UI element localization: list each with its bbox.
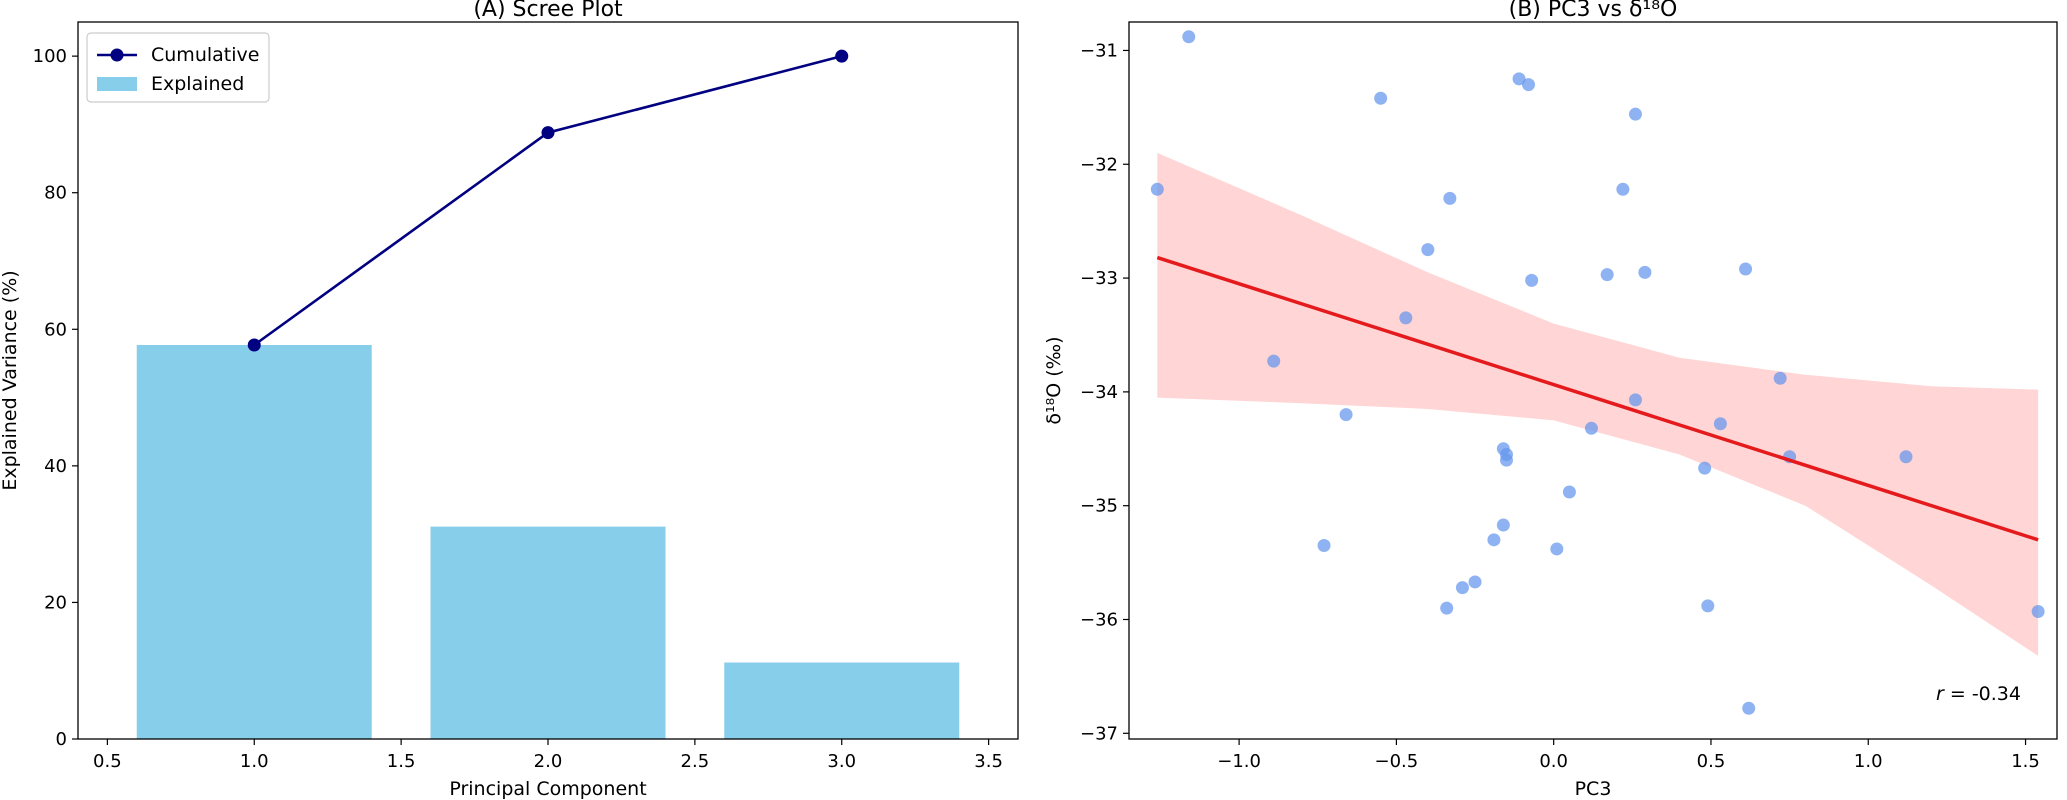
scree-plot-panel: (A) Scree Plot Principal Component Expla… bbox=[0, 0, 1019, 800]
scatter-point bbox=[1525, 273, 1539, 287]
scatter-point bbox=[1773, 371, 1787, 385]
scree-xtick-label: 1.5 bbox=[387, 751, 416, 772]
correlation-value: = -0.34 bbox=[1944, 683, 2021, 705]
legend-explained-label: Explained bbox=[151, 73, 244, 95]
cumulative-point-1 bbox=[247, 338, 261, 352]
scatter-point bbox=[1374, 91, 1388, 105]
scatter-point bbox=[1339, 408, 1353, 422]
scatter-point bbox=[1421, 243, 1435, 257]
scatter-frame bbox=[1128, 21, 2058, 740]
scatter-point bbox=[1600, 268, 1614, 282]
scatter-xtick-label: −1.0 bbox=[1217, 751, 1261, 772]
scatter-point bbox=[1487, 533, 1501, 547]
scree-ytick-label: 100 bbox=[33, 46, 67, 67]
legend-cumulative-marker bbox=[110, 48, 124, 62]
scatter-point bbox=[1742, 701, 1756, 715]
scatter-point bbox=[2031, 605, 2045, 619]
scree-xtick-label: 1.0 bbox=[240, 751, 269, 772]
scatter-xtick-label: 1.5 bbox=[2011, 751, 2040, 772]
confidence-band bbox=[1157, 152, 2039, 656]
scatter-point bbox=[1496, 518, 1510, 532]
scatter-point bbox=[1267, 354, 1281, 368]
scree-xtick-label: 2.5 bbox=[681, 751, 710, 772]
scatter-point bbox=[1182, 30, 1196, 44]
scatter-title: (B) PC3 vs δ¹⁸O bbox=[1509, 0, 1678, 22]
scree-xtick-label: 0.5 bbox=[93, 751, 122, 772]
scree-plot-xlabel: Principal Component bbox=[449, 778, 646, 800]
scatter-xtick-label: 0.5 bbox=[1697, 751, 1726, 772]
scatter-point bbox=[1399, 311, 1413, 325]
explained-bars bbox=[136, 344, 960, 739]
scatter-point bbox=[1522, 78, 1536, 92]
scatter-point bbox=[1499, 453, 1513, 467]
scatter-point bbox=[1440, 601, 1454, 615]
scatter-point bbox=[1468, 575, 1482, 589]
scatter-ytick-label: −36 bbox=[1080, 610, 1118, 631]
scatter-xtick-label: 0.0 bbox=[1539, 751, 1568, 772]
scree-ytick-label: 60 bbox=[44, 319, 67, 340]
scree-xtick-label: 2.0 bbox=[534, 751, 563, 772]
scree-xtick-label: 3.5 bbox=[974, 751, 1003, 772]
scree-ytick-label: 20 bbox=[44, 592, 67, 613]
scree-plot-ylabel: Explained Variance (%) bbox=[0, 270, 21, 490]
scatter-xlabel: PC3 bbox=[1575, 778, 1612, 800]
scatter-point bbox=[1443, 191, 1457, 205]
cumulative-point-2 bbox=[541, 126, 555, 140]
scatter-point bbox=[1455, 581, 1469, 595]
scatter-point bbox=[1713, 417, 1727, 431]
pc3-scatter-panel: (B) PC3 vs δ¹⁸O PC3 δ¹⁸O (‰) r = -0.34 −… bbox=[1043, 0, 2058, 800]
scatter-ytick-label: −37 bbox=[1080, 723, 1118, 744]
scree-ytick-label: 80 bbox=[44, 183, 67, 204]
scatter-point bbox=[1628, 107, 1642, 121]
scatter-point bbox=[1616, 182, 1630, 196]
scatter-ylabel: δ¹⁸O (‰) bbox=[1043, 336, 1065, 424]
scatter-point bbox=[1698, 461, 1712, 475]
scatter-point bbox=[1150, 182, 1164, 196]
scree-xtick-label: 3.0 bbox=[827, 751, 856, 772]
scatter-ytick-label: −34 bbox=[1080, 382, 1118, 403]
scatter-point bbox=[1628, 393, 1642, 407]
scatter-point bbox=[1739, 262, 1753, 276]
scree-ytick-label: 40 bbox=[44, 456, 67, 477]
scatter-point bbox=[1512, 72, 1526, 86]
explained-bar-1 bbox=[136, 344, 372, 739]
scatter-point bbox=[1562, 485, 1576, 499]
legend-cumulative-label: Cumulative bbox=[151, 44, 259, 66]
explained-bar-2 bbox=[430, 526, 666, 739]
scatter-ytick-label: −33 bbox=[1080, 268, 1118, 289]
scatter-point bbox=[1550, 542, 1564, 556]
scatter-point bbox=[1899, 450, 1913, 464]
scree-ytick-label: 0 bbox=[56, 729, 67, 750]
cumulative-line bbox=[253, 54, 843, 347]
cumulative-point-3 bbox=[835, 49, 849, 63]
regression-line bbox=[1156, 255, 2039, 542]
scatter-point bbox=[1701, 599, 1715, 613]
scatter-point bbox=[1638, 265, 1652, 279]
scatter-ytick-label: −31 bbox=[1080, 40, 1118, 61]
scatter-xtick-label: 1.0 bbox=[1854, 751, 1883, 772]
scree-plot-title: (A) Scree Plot bbox=[473, 0, 623, 22]
scree-legend: Cumulative Explained bbox=[86, 32, 270, 103]
scatter-xtick-label: −0.5 bbox=[1375, 751, 1419, 772]
scatter-point bbox=[1317, 539, 1331, 553]
scatter-point bbox=[1584, 421, 1598, 435]
scatter-ytick-label: −35 bbox=[1080, 496, 1118, 517]
correlation-annotation: r = -0.34 bbox=[1936, 683, 2021, 705]
correlation-symbol: r bbox=[1936, 683, 1945, 705]
legend-explained-swatch bbox=[97, 77, 137, 91]
explained-bar-3 bbox=[724, 662, 960, 739]
scatter-ytick-label: −32 bbox=[1080, 154, 1118, 175]
